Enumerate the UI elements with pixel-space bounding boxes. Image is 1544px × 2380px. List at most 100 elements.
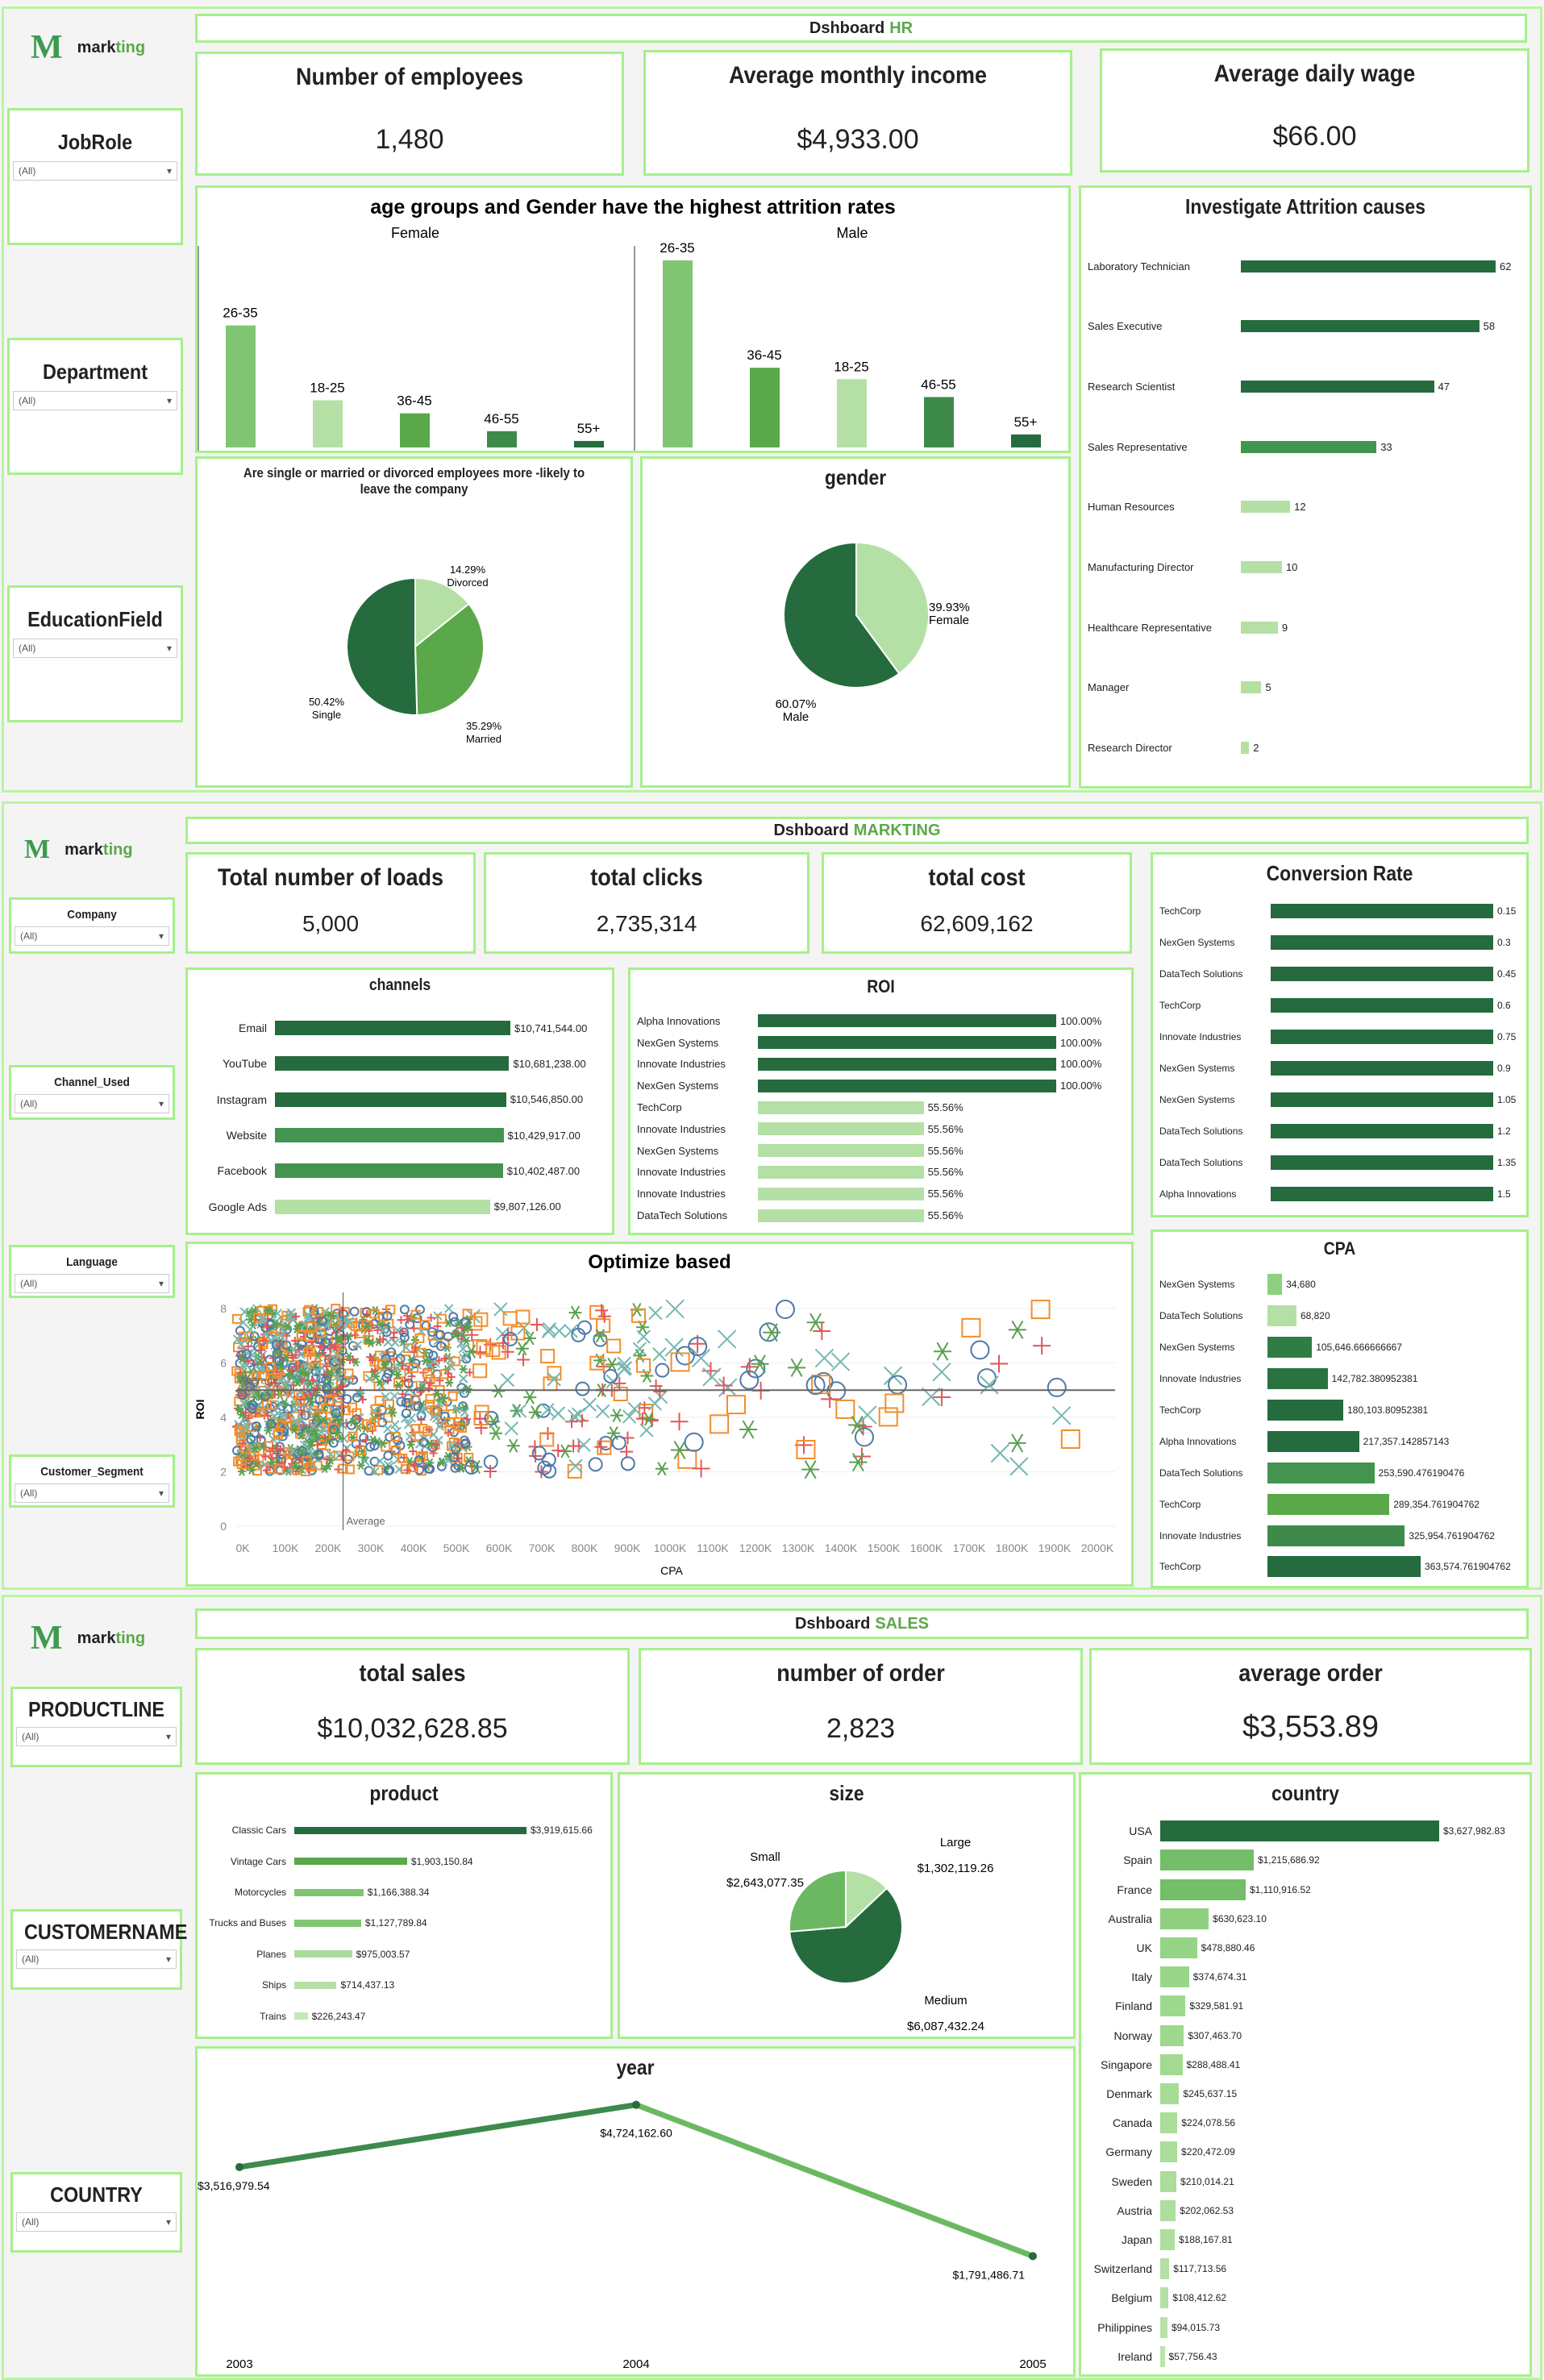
scatter-point	[443, 1304, 454, 1313]
scatter-point	[257, 1315, 267, 1325]
scatter-point	[1051, 1406, 1072, 1425]
channel-used-dropdown[interactable]: (All) ▾	[15, 1094, 169, 1113]
scatter-point	[633, 1348, 647, 1363]
scatter-point	[375, 1377, 384, 1387]
bar-row: UK $478,880.46	[1088, 1937, 1523, 1958]
x-tick-label: 1400K	[825, 1542, 858, 1554]
scatter-point	[447, 1391, 458, 1401]
bar	[1267, 1274, 1283, 1296]
chevron-down-icon: ▾	[158, 1098, 164, 1109]
bar	[758, 1122, 924, 1136]
scatter-point	[670, 1413, 689, 1431]
jobrole-dropdown[interactable]: (All) ▾	[13, 161, 177, 181]
scatter-point	[383, 1424, 393, 1433]
chevron-down-icon: ▾	[166, 165, 172, 177]
chart-title: age groups and Gender have the highest a…	[370, 196, 896, 218]
scatter-point	[1060, 1429, 1080, 1450]
scatter-point	[422, 1369, 433, 1379]
bar	[294, 1888, 364, 1896]
scatter-point	[653, 1385, 667, 1399]
scatter-point	[575, 1414, 589, 1428]
scatter-point	[431, 1404, 441, 1415]
bar-label: Alpha Innovations	[1159, 1435, 1237, 1447]
bar-label: Innovate Industries	[637, 1122, 726, 1135]
scatter-point	[763, 1323, 781, 1342]
bar-value-label: $714,437.13	[340, 1979, 395, 1991]
scatter-point	[1033, 1337, 1051, 1355]
scatter-point	[271, 1339, 281, 1350]
bar-row: Philippines $94,015.73	[1088, 2316, 1523, 2338]
scatter-point	[258, 1442, 267, 1451]
bar-label: Instagram	[216, 1092, 267, 1106]
country-chart: country USA $3,627,982.83 Spain $1,215,686.9…	[1079, 1772, 1532, 2377]
bar-label: Manager	[1088, 681, 1130, 694]
year-value-label: $4,724,162.60	[600, 2127, 672, 2140]
scatter-point	[431, 1376, 441, 1387]
bar-row: NexGen Systems 55.56%	[637, 1144, 1125, 1158]
scatter-point	[639, 1423, 654, 1438]
bar-label: NexGen Systems	[637, 1144, 719, 1157]
scatter-point	[378, 1439, 387, 1449]
pie-label: Female	[929, 614, 969, 627]
x-tick-label: 900K	[614, 1542, 641, 1554]
scatter-point	[409, 1363, 419, 1373]
kpi-employees: Number of employees 1,480	[195, 52, 624, 176]
bar-row: Belgium $108,412.62	[1088, 2287, 1523, 2309]
scatter-point	[751, 1354, 769, 1374]
scatter-point	[340, 1314, 350, 1324]
customername-dropdown[interactable]: (All) ▾	[16, 1949, 177, 1969]
bar-value-label: 0.9	[1497, 1063, 1511, 1075]
age-bar	[313, 400, 343, 447]
scatter-point	[245, 1454, 254, 1463]
scatter-point	[318, 1424, 329, 1434]
scatter-point	[506, 1438, 520, 1453]
scatter-point	[739, 1420, 758, 1439]
country-dropdown[interactable]: (All) ▾	[16, 2212, 177, 2232]
bar-value-label: $10,402,487.00	[506, 1164, 581, 1177]
scatter-point	[352, 1340, 363, 1350]
scatter-point	[369, 1441, 380, 1451]
bar-row: Innovate Industries 142,782.380952381	[1159, 1368, 1520, 1390]
customer-segment-dropdown[interactable]: (All) ▾	[15, 1483, 169, 1503]
scatter-point	[402, 1342, 411, 1353]
y-tick-label: 0	[220, 1520, 227, 1533]
bar	[294, 2012, 308, 2020]
x-tick-label: 1300K	[782, 1542, 815, 1554]
scatter-point	[383, 1466, 393, 1476]
scatter-point	[245, 1325, 256, 1334]
company-dropdown[interactable]: (All) ▾	[15, 926, 169, 946]
scatter-point	[567, 1408, 582, 1424]
bar-value-label: 253,590.476190476	[1378, 1467, 1465, 1479]
bar	[1241, 320, 1479, 333]
scatter-point	[597, 1309, 611, 1323]
scatter-point	[309, 1376, 318, 1385]
scatter-point	[794, 1436, 813, 1454]
bar-value-label: 142,782.380952381	[1331, 1373, 1418, 1385]
x-tick-label: 1800K	[996, 1542, 1029, 1554]
year-line-chart: year $3,516,979.54 2003 $4,724,162.60 2004 $1…	[195, 2046, 1076, 2377]
scatter-point	[271, 1379, 280, 1388]
scatter-point	[300, 1410, 310, 1421]
bar	[1160, 2287, 1169, 2309]
scatter-point	[257, 1371, 268, 1381]
x-tick-label: 800K	[572, 1542, 598, 1554]
scatter-point	[835, 1399, 855, 1419]
scatter-point	[456, 1423, 467, 1433]
scatter-point	[476, 1340, 491, 1355]
productline-dropdown[interactable]: (All) ▾	[16, 1727, 177, 1746]
bar	[1241, 681, 1262, 694]
educationfield-dropdown[interactable]: (All) ▾	[13, 639, 177, 658]
scatter-point	[739, 1370, 760, 1390]
bar-value-label: $1,110,916.52	[1249, 1883, 1311, 1895]
bar-label: TechCorp	[637, 1101, 682, 1114]
bar-label: NexGen Systems	[1159, 1063, 1235, 1075]
department-dropdown[interactable]: (All) ▾	[13, 391, 177, 410]
bar-label: NexGen Systems	[1159, 1094, 1235, 1106]
language-dropdown[interactable]: (All) ▾	[15, 1274, 169, 1293]
bar	[1241, 440, 1377, 453]
bar-value-label: $975,003.57	[356, 1948, 410, 1960]
bar	[1267, 1525, 1405, 1546]
scatter-point	[321, 1433, 330, 1442]
bar-row: NexGen Systems 100.00%	[637, 1079, 1125, 1092]
bar-row: Facebook $10,402,487.00	[194, 1163, 606, 1179]
